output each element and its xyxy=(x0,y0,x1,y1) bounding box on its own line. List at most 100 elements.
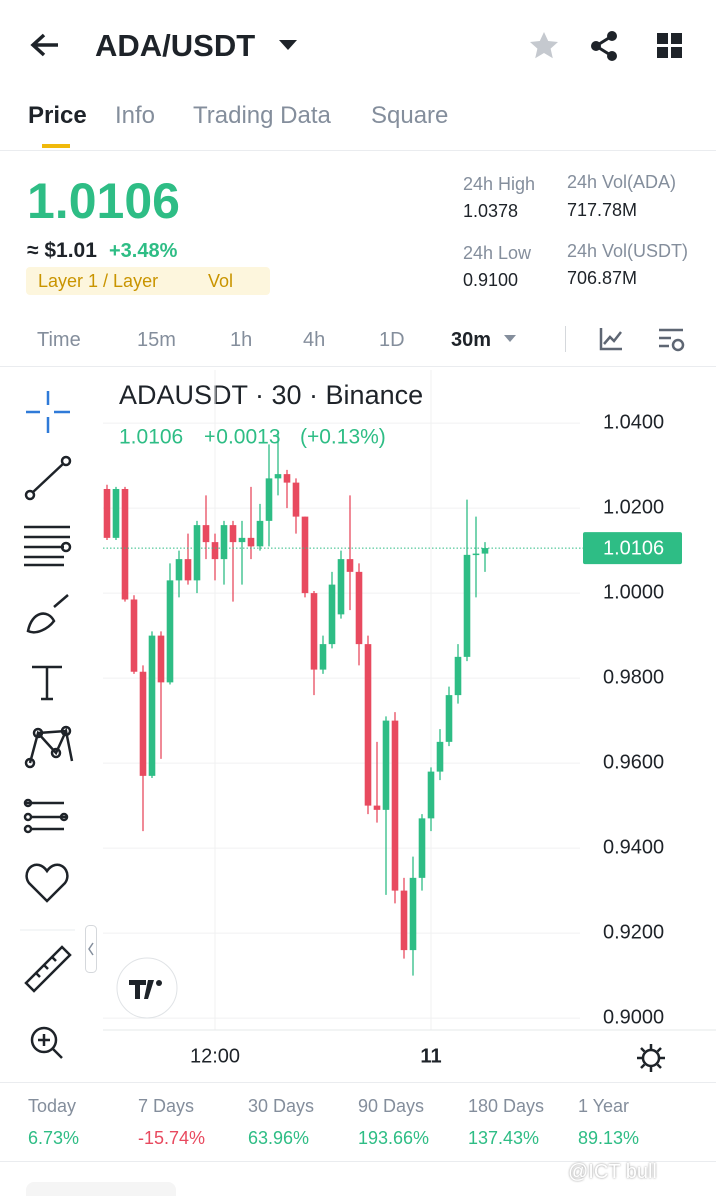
divider xyxy=(0,150,716,151)
candle-body xyxy=(373,805,381,810)
back-button[interactable] xyxy=(28,30,62,60)
y-tick-label: 0.9800 xyxy=(603,666,664,688)
candle-body xyxy=(103,488,111,538)
price-fiat: ≈ $1.01 xyxy=(27,239,97,262)
candle-body xyxy=(256,520,264,547)
period-label: 7 Days xyxy=(138,1096,195,1116)
y-tick-label: 0.9600 xyxy=(603,751,664,773)
fib-tool[interactable] xyxy=(24,525,72,567)
crosshair-tool[interactable] xyxy=(26,391,70,433)
grid-menu[interactable] xyxy=(656,32,684,60)
period-value: 63.96% xyxy=(248,1128,310,1148)
favorites-tool[interactable] xyxy=(25,863,69,903)
brush-tool[interactable] xyxy=(26,594,69,634)
settings-icon[interactable] xyxy=(657,326,687,354)
candlestick-chart: ADAUSDT · 30 · Binance 1.0106 +0.0013 (+… xyxy=(103,370,716,1067)
period-label: 1 Year xyxy=(578,1096,630,1116)
candle-body xyxy=(292,482,300,517)
watermark: @ICT bull xyxy=(568,1161,657,1183)
interval[interactable]: 1D xyxy=(379,329,405,351)
candle-body xyxy=(247,537,255,547)
stat-value: 706.87M xyxy=(567,268,638,288)
tag[interactable]: Layer 1 / Layer xyxy=(38,271,159,291)
candle-body xyxy=(472,553,480,556)
candle-body xyxy=(283,474,291,483)
period-value: 193.66% xyxy=(358,1128,430,1148)
period-label: 90 Days xyxy=(358,1096,425,1116)
interval[interactable]: 1h xyxy=(230,329,253,351)
candle-body xyxy=(157,635,165,683)
interval[interactable]: 15m xyxy=(137,329,176,351)
share-icon[interactable] xyxy=(588,30,620,62)
candle-body xyxy=(193,525,201,581)
candle-body xyxy=(454,656,462,696)
candle-body xyxy=(355,571,363,645)
favorite-star[interactable] xyxy=(528,30,560,62)
tab-indicator xyxy=(42,144,70,148)
interval[interactable]: Time xyxy=(37,329,81,351)
candle-body xyxy=(481,548,489,554)
tag-box[interactable] xyxy=(26,267,270,295)
candle-body xyxy=(238,537,246,543)
chart-settings[interactable] xyxy=(636,1043,666,1073)
y-tick-label: 1.0400 xyxy=(603,411,664,433)
period-value: 89.13% xyxy=(578,1128,640,1148)
stat-value: 717.78M xyxy=(567,200,638,220)
tradingview-logo[interactable] xyxy=(116,957,178,1019)
last-price-tag xyxy=(583,532,682,565)
candle-body xyxy=(328,584,336,645)
collapse-handle[interactable] xyxy=(85,925,97,973)
tab[interactable]: Price xyxy=(28,102,87,129)
period-label: Today xyxy=(28,1096,77,1116)
indicator-icon[interactable] xyxy=(598,326,624,352)
tab[interactable]: Square xyxy=(371,102,449,129)
candle-body xyxy=(382,720,390,810)
bottom-button[interactable] xyxy=(26,1182,176,1196)
line-tool[interactable] xyxy=(24,455,72,501)
zoom-tool[interactable] xyxy=(30,1026,63,1059)
forecast-tool[interactable] xyxy=(23,798,69,834)
divider xyxy=(565,326,566,352)
candle-body xyxy=(445,695,453,742)
stat-label: 24h Low xyxy=(463,243,532,263)
stat-label: 24h Vol(ADA) xyxy=(567,172,677,192)
y-tick-label: 0.9200 xyxy=(603,921,664,943)
candle-body xyxy=(436,741,444,772)
candle-body xyxy=(148,635,156,776)
interval-active[interactable]: 30m xyxy=(451,329,492,351)
y-tick-label: 1.0200 xyxy=(603,496,664,518)
performance-row: Today 6.73% 7 Days -15.74% 30 Days 63.96% 90 D… xyxy=(0,1096,716,1156)
candle-body xyxy=(211,542,219,560)
pair-title[interactable]: ADA/USDT xyxy=(95,28,256,63)
candle-body xyxy=(121,488,129,600)
last-price-label: 1.0106 xyxy=(603,537,664,559)
candle-body xyxy=(346,559,354,572)
interval-dropdown[interactable] xyxy=(503,334,517,344)
last-price: 1.0106 xyxy=(27,173,180,229)
candle-body xyxy=(301,516,309,594)
tab[interactable]: Trading Data xyxy=(193,102,331,129)
divider xyxy=(0,1161,716,1162)
tab[interactable]: Info xyxy=(115,102,156,129)
y-tick-label: 0.9400 xyxy=(603,836,664,858)
period-label: 30 Days xyxy=(248,1096,315,1116)
y-tick-label: 0.9000 xyxy=(603,1006,664,1028)
pair-dropdown[interactable] xyxy=(278,38,298,52)
candle-body xyxy=(229,525,237,543)
candle-body xyxy=(265,478,273,521)
candle-body xyxy=(130,599,138,672)
legend-change-pct: (+0.13%) xyxy=(300,426,386,449)
candle-body xyxy=(166,580,174,683)
price-change: +3.48% xyxy=(109,240,178,262)
ruler-tool[interactable] xyxy=(24,945,72,993)
text-tool[interactable] xyxy=(32,665,62,701)
period-label: 180 Days xyxy=(468,1096,545,1116)
pattern-tool[interactable] xyxy=(24,725,74,769)
stat-label: 24h High xyxy=(463,174,536,194)
candle-body xyxy=(274,474,282,479)
drawing-toolbar xyxy=(20,391,75,1059)
candle-body xyxy=(202,525,210,543)
tag[interactable]: Vol xyxy=(208,271,234,291)
candle-body xyxy=(427,771,435,819)
interval[interactable]: 4h xyxy=(303,329,326,351)
